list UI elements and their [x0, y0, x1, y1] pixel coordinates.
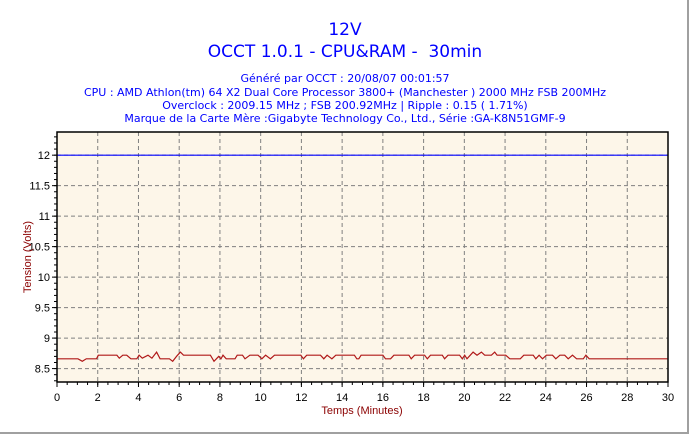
x-tick-label: 0 — [54, 392, 60, 404]
x-axis-label: Temps (Minutes) — [321, 405, 402, 417]
info-overclock: Overclock : 2009.15 MHz ; FSB 200.92MHz … — [162, 99, 528, 112]
chart-title: 12V — [328, 20, 362, 40]
x-tick-label: 28 — [621, 392, 633, 404]
y-tick-label: 11.5 — [29, 181, 50, 193]
x-tick-label: 24 — [540, 392, 552, 404]
y-tick-label: 8.5 — [35, 364, 50, 376]
y-tick-label: 11 — [39, 211, 50, 223]
voltage-series-line — [57, 350, 668, 363]
info-motherboard: Marque de la Carte Mère :Gigabyte Techno… — [124, 112, 566, 125]
y-tick-label: 9.5 — [35, 303, 50, 315]
plot-area — [57, 132, 668, 382]
y-tick-label: 10.5 — [29, 242, 50, 254]
x-tick-label: 12 — [295, 392, 307, 404]
x-tick-label: 2 — [95, 392, 101, 404]
x-tick-label: 14 — [336, 392, 348, 404]
x-tick-label: 18 — [417, 392, 429, 404]
y-tick-label: 9 — [44, 333, 50, 345]
x-tick-label: 22 — [499, 392, 511, 404]
info-generated: Généré par OCCT : 20/08/07 00:01:57 — [240, 72, 450, 85]
info-cpu: CPU : AMD Athlon(tm) 64 X2 Dual Core Pro… — [83, 86, 607, 99]
x-tick-label: 20 — [458, 392, 470, 404]
chart-subtitle: OCCT 1.0.1 - CPU&RAM - 30min — [207, 42, 483, 62]
x-tick-label: 16 — [377, 392, 389, 404]
y-axis-label: Tension (Volts) — [22, 221, 34, 293]
x-tick-label: 8 — [217, 392, 223, 404]
y-tick-label: 10 — [38, 272, 50, 284]
x-tick-label: 6 — [176, 392, 182, 404]
x-tick-label: 4 — [135, 392, 141, 404]
x-tick-label: 10 — [255, 392, 267, 404]
x-tick-label: 26 — [580, 392, 592, 404]
y-tick-label: 12 — [38, 150, 50, 162]
x-tick-label: 30 — [662, 392, 674, 404]
